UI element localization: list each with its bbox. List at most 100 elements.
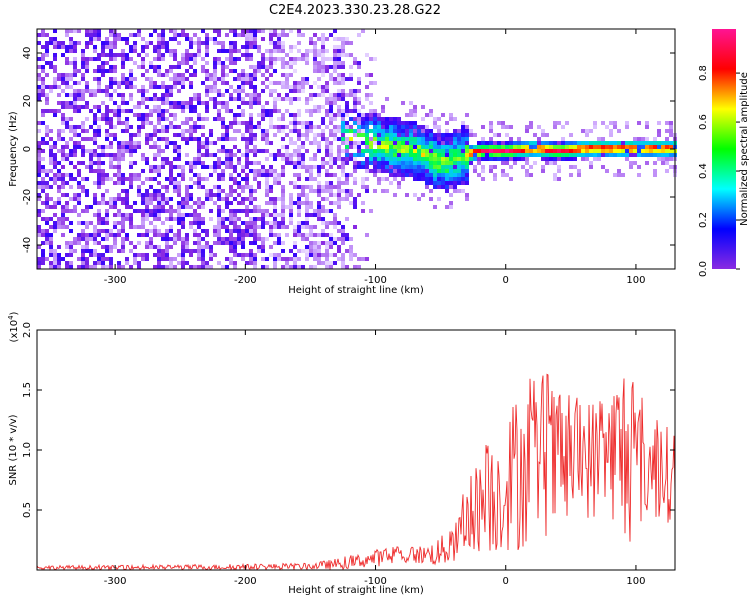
spectrogram-cell xyxy=(209,153,213,157)
spectrogram-cell xyxy=(113,245,117,249)
spectrogram-cell xyxy=(197,241,201,245)
spectrogram-cell xyxy=(173,181,177,185)
spectrogram-cell xyxy=(453,189,457,193)
spectrogram-cell xyxy=(289,213,293,217)
spectrogram-cell xyxy=(273,213,277,217)
spectrogram-cell xyxy=(265,149,269,153)
spectrogram-cell xyxy=(409,153,413,157)
spectrogram-cell xyxy=(217,189,221,193)
spectrogram-cell xyxy=(513,153,517,157)
spectrogram-cell xyxy=(57,265,61,269)
spectrogram-cell xyxy=(53,37,57,41)
spectrogram-cell xyxy=(345,193,349,197)
spectrogram-cell xyxy=(261,257,265,261)
spectrogram-cell xyxy=(121,97,125,101)
spectrogram-cell xyxy=(217,89,221,93)
spectrogram-cell xyxy=(325,161,329,165)
spectrogram-cell xyxy=(217,33,221,37)
spectrogram-cell xyxy=(633,137,637,141)
spectrogram-cell xyxy=(585,153,589,157)
spectrogram-cell xyxy=(125,117,129,121)
spectrogram-cell xyxy=(121,121,125,125)
spectrogram-cell xyxy=(325,241,329,245)
spectrogram-cell xyxy=(69,41,73,45)
spectrogram-cell xyxy=(117,157,121,161)
spectrogram-cell xyxy=(93,193,97,197)
spectrogram-cell xyxy=(429,157,433,161)
spectrogram-cell xyxy=(449,133,453,137)
spectrogram-cell xyxy=(233,213,237,217)
spectrogram-cell xyxy=(153,105,157,109)
spectrogram-cell xyxy=(237,89,241,93)
spectrogram-cell xyxy=(329,121,333,125)
spectrogram-cell xyxy=(325,137,329,141)
spectrogram-cell xyxy=(157,121,161,125)
spectrogram-cell xyxy=(217,165,221,169)
spectrogram-cell xyxy=(401,101,405,105)
spectrogram-cell xyxy=(189,37,193,41)
spectrogram-cell xyxy=(333,193,337,197)
spectrogram-cell xyxy=(349,157,353,161)
spectrogram-cell xyxy=(401,125,405,129)
spectrogram-cell xyxy=(465,129,469,133)
spectrogram-cell xyxy=(281,113,285,117)
spectrogram-cell xyxy=(493,165,497,169)
spectrogram-cell xyxy=(653,173,657,177)
spectrogram-cell xyxy=(89,233,93,237)
spectrogram-cell xyxy=(165,89,169,93)
spectrogram-cell xyxy=(73,101,77,105)
spectrogram-cell xyxy=(117,161,121,165)
spectrogram-cell xyxy=(277,253,281,257)
spectrogram-cell xyxy=(133,85,137,89)
spectrogram-cell xyxy=(285,205,289,209)
spectrogram-cell xyxy=(649,153,653,157)
spectrogram-cell xyxy=(601,141,605,145)
spectrogram-cell xyxy=(61,77,65,81)
spectrogram-cell xyxy=(137,117,141,121)
spectrogram-cell xyxy=(65,73,69,77)
spectrogram-cell xyxy=(401,133,405,137)
spectrogram-cell xyxy=(237,173,241,177)
spectrogram-cell xyxy=(445,133,449,137)
spectrogram-cell xyxy=(341,133,345,137)
spectrogram-cell xyxy=(81,185,85,189)
spectrogram-cell xyxy=(57,201,61,205)
spectrogram-cell xyxy=(141,117,145,121)
spectrogram-cell xyxy=(329,185,333,189)
spectrogram-cell xyxy=(329,237,333,241)
spectrogram-cell xyxy=(257,169,261,173)
spectrogram-cell xyxy=(125,189,129,193)
spectrogram-cell xyxy=(205,145,209,149)
spectrogram-cell xyxy=(117,93,121,97)
colorbar-tick-label: 0.4 xyxy=(698,163,709,179)
spectrogram-cell xyxy=(85,249,89,253)
spectrogram-cell xyxy=(157,117,161,121)
spectrogram-cell xyxy=(625,141,629,145)
spectrogram-cell xyxy=(109,77,113,81)
spectrogram-cell xyxy=(125,37,129,41)
spectrogram-cell xyxy=(549,157,553,161)
spectrogram-cell xyxy=(509,177,513,181)
snr-y-multiplier: (x104) xyxy=(7,311,20,342)
spectrogram-cell xyxy=(289,221,293,225)
spectrogram-cell xyxy=(177,185,181,189)
spectrogram-cell xyxy=(197,185,201,189)
spectrogram-cell xyxy=(97,157,101,161)
spectrogram-cell xyxy=(449,169,453,173)
spectrogram-cell xyxy=(257,233,261,237)
spectrogram-cell xyxy=(61,105,65,109)
spectrogram-cell xyxy=(81,265,85,269)
spectrogram-cell xyxy=(217,217,221,221)
spectrogram-cell xyxy=(169,49,173,53)
spectrogram-cell xyxy=(365,165,369,169)
spectrogram-cell xyxy=(649,149,653,153)
spectrogram-cell xyxy=(213,77,217,81)
spectrogram-cell xyxy=(281,61,285,65)
spectrogram-cell xyxy=(189,45,193,49)
spectrogram-cell xyxy=(89,221,93,225)
spectrogram-cell xyxy=(337,65,341,69)
spectrogram-cell xyxy=(157,137,161,141)
spectrogram-cell xyxy=(277,177,281,181)
spectrogram-cell xyxy=(269,113,273,117)
spectrogram-cell xyxy=(309,125,313,129)
